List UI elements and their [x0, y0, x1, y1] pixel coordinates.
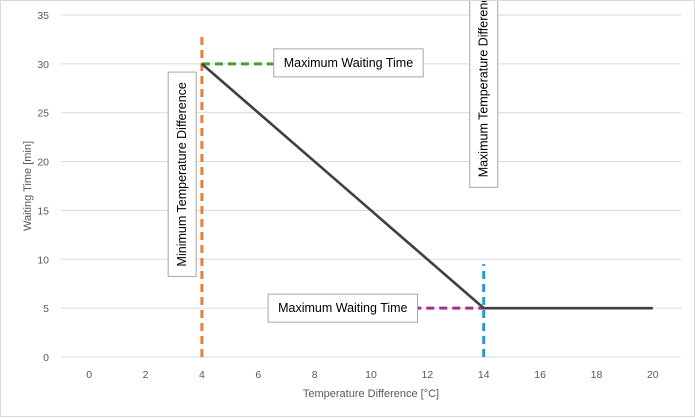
annotation-box: [469, 1, 499, 188]
x-tick-label: 0: [86, 369, 92, 381]
x-tick-label: 16: [534, 369, 546, 381]
x-tick-label: 10: [365, 369, 377, 381]
gridlines: [61, 14, 681, 358]
y-tick-label: 30: [37, 59, 49, 71]
x-tick-label: 14: [478, 369, 490, 381]
series-line: [201, 62, 653, 310]
annotation: Minimum Temperature Difference: [167, 71, 197, 277]
x-tick-label: 20: [647, 369, 659, 381]
y-tick-label: 10: [37, 254, 49, 266]
x-tick-label: 4: [199, 369, 205, 381]
tick-labels: 0 5 10 15 20 25 30 35 0 2 4 6 8 10 12 14 16 18 20: [37, 10, 659, 381]
annotation-box: [167, 71, 197, 277]
annotation-box: [273, 48, 424, 78]
x-tick-label: 2: [143, 369, 149, 381]
annotation-label: Minimum Temperature Difference: [175, 82, 189, 266]
y-tick-label: 5: [43, 303, 49, 315]
y-axis-title: Waiting Time [min]: [22, 141, 34, 231]
annotation-box: [267, 293, 419, 323]
x-tick-label: 12: [422, 369, 434, 381]
x-axis-title: Temperature Difference [°C]: [303, 388, 439, 400]
annotation: Maximum Waiting Time: [273, 48, 424, 78]
annotation: Maximum Temperature Difference: [469, 1, 499, 188]
y-tick-label: 0: [43, 352, 49, 364]
y-tick-label: 25: [37, 108, 49, 120]
y-tick-label: 15: [37, 205, 49, 217]
x-tick-label: 18: [591, 369, 603, 381]
reference-lines: [200, 34, 486, 357]
annotation-label: Maximum Waiting Time: [278, 301, 407, 315]
y-tick-label: 35: [37, 10, 49, 22]
series-layer: [201, 62, 653, 310]
annotation: Maximum Waiting Time: [267, 293, 419, 323]
annotation-label: Maximum Temperature Difference: [477, 1, 491, 177]
x-tick-label: 6: [255, 369, 261, 381]
y-tick-label: 20: [37, 157, 49, 169]
x-tick-label: 8: [312, 369, 318, 381]
annotations: Maximum Waiting Time Minimum Temperature …: [167, 1, 499, 323]
annotation-label: Maximum Waiting Time: [284, 56, 413, 70]
